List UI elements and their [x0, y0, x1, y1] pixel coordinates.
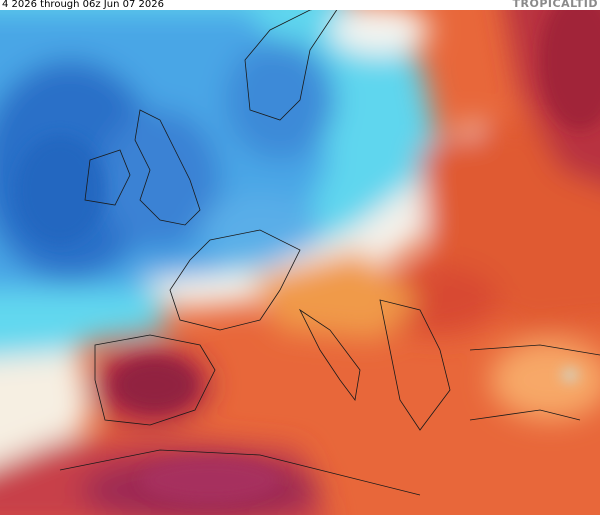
map-title: 4 2026 through 06z Jun 07 2026 — [2, 0, 164, 10]
header-strip — [0, 0, 600, 10]
brand: TROPICALTID — [513, 0, 598, 10]
coastlines — [59, 4, 600, 496]
